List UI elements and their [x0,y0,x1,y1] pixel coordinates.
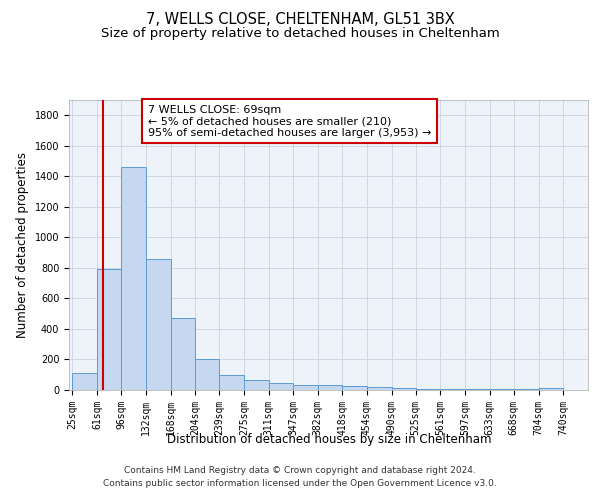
Text: 7, WELLS CLOSE, CHELTENHAM, GL51 3BX: 7, WELLS CLOSE, CHELTENHAM, GL51 3BX [146,12,454,28]
Bar [244,380,269,390]
Bar [97,270,121,390]
Bar [440,389,465,390]
Text: Size of property relative to detached houses in Cheltenham: Size of property relative to detached ho… [101,28,499,40]
Bar [539,388,563,390]
Text: 7 WELLS CLOSE: 69sqm
← 5% of detached houses are smaller (210)
95% of semi-detac: 7 WELLS CLOSE: 69sqm ← 5% of detached ho… [148,104,431,138]
Bar [220,374,244,390]
Text: Distribution of detached houses by size in Cheltenham: Distribution of detached houses by size … [167,432,491,446]
Bar [416,389,440,390]
Bar [317,386,342,390]
Bar [269,383,293,390]
Bar [196,360,220,390]
Bar [121,167,146,390]
Bar [342,386,367,390]
Bar [146,258,170,390]
Bar [490,389,514,390]
Bar [514,389,539,390]
Bar [465,389,490,390]
Bar [73,373,97,390]
Y-axis label: Number of detached properties: Number of detached properties [16,152,29,338]
Bar [170,318,196,390]
Bar [392,388,416,390]
Text: Contains HM Land Registry data © Crown copyright and database right 2024.
Contai: Contains HM Land Registry data © Crown c… [103,466,497,487]
Bar [367,387,392,390]
Bar [293,384,317,390]
